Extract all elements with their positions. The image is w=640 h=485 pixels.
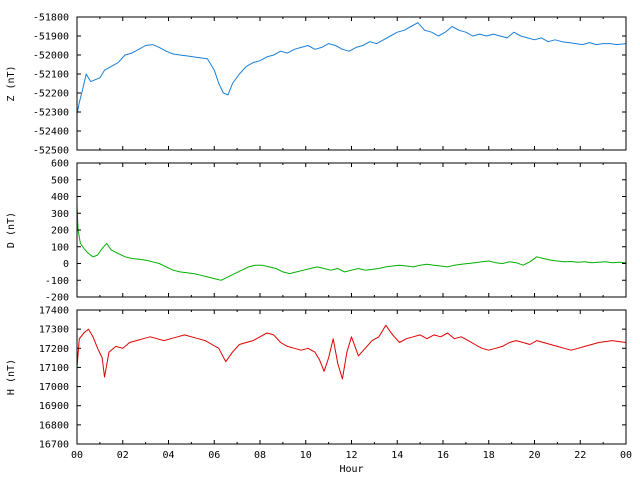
d-y-tick-label: -200 [45, 293, 69, 304]
h-y-tick-label: 17100 [39, 363, 69, 374]
z-series-line [76, 22, 627, 114]
h-y-tick-label: 17200 [39, 344, 69, 355]
x-axis-label: Hour [339, 464, 363, 475]
h-y-tick-label: 16700 [39, 440, 69, 451]
h-x-tick-label: 02 [117, 450, 129, 461]
h-x-tick-label: 04 [162, 450, 174, 461]
h-x-tick-label: 00 [620, 450, 632, 461]
h-x-tick-label: 12 [345, 450, 357, 461]
h-x-tick-label: 22 [574, 450, 586, 461]
z-y-tick-label: -51900 [33, 32, 69, 43]
d-y-tick-label: 100 [51, 242, 69, 253]
h-x-tick-label: 00 [71, 450, 83, 461]
h-x-tick-label: 20 [528, 450, 540, 461]
z-y-tick-label: -52300 [33, 108, 69, 119]
h-x-tick-label: 06 [208, 450, 220, 461]
d-y-tick-label: 500 [51, 175, 69, 186]
z-y-tick-label: -52200 [33, 89, 69, 100]
h-y-tick-label: 17000 [39, 382, 69, 393]
h-y-tick-label: 17300 [39, 325, 69, 336]
z-y-tick-label: -52400 [33, 127, 69, 138]
d-y-axis-label: D (nT) [6, 212, 17, 248]
d-y-tick-label: 400 [51, 192, 69, 203]
d-y-tick-label: 300 [51, 209, 69, 220]
d-series-line [76, 204, 627, 281]
h-x-tick-label: 08 [254, 450, 266, 461]
h-plot-frame [76, 309, 627, 445]
d-y-tick-label: 200 [51, 226, 69, 237]
h-y-axis-label: H (nT) [6, 359, 17, 395]
z-y-tick-label: -51800 [33, 13, 69, 24]
h-series-line [76, 324, 627, 380]
h-x-tick-label: 10 [300, 450, 312, 461]
h-y-tick-label: 16800 [39, 420, 69, 431]
d-y-tick-label: 600 [51, 159, 69, 170]
d-plot-frame [76, 162, 627, 298]
z-y-tick-label: -52000 [33, 51, 69, 62]
h-y-tick-label: 16900 [39, 401, 69, 412]
d-y-tick-label: 0 [63, 259, 69, 270]
h-x-tick-label: 16 [437, 450, 449, 461]
z-plot-frame [76, 16, 627, 151]
h-x-tick-label: 14 [391, 450, 403, 461]
z-y-tick-label: -52100 [33, 70, 69, 81]
h-x-tick-label: 18 [483, 450, 495, 461]
z-y-axis-label: Z (nT) [6, 65, 17, 101]
d-y-tick-label: -100 [45, 276, 69, 287]
h-y-tick-label: 17400 [39, 306, 69, 317]
z-y-tick-label: -52500 [33, 146, 69, 157]
